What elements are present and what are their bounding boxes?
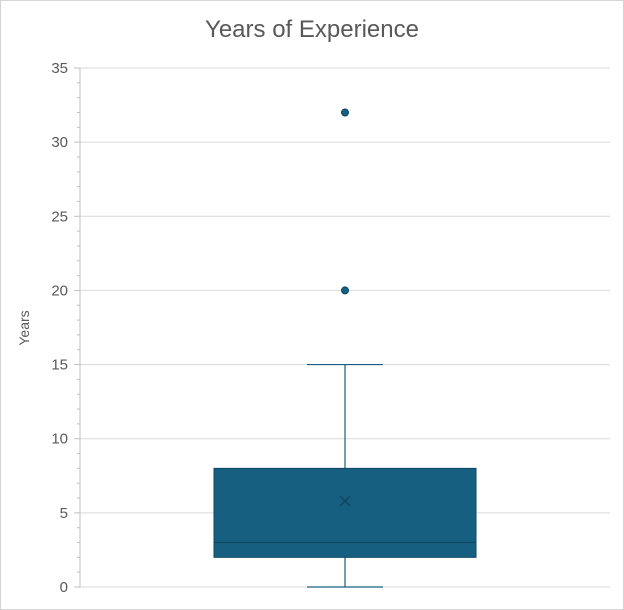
plot-area — [213, 108, 477, 588]
y-tick-label: 0 — [60, 579, 68, 596]
iqr-box — [213, 467, 477, 558]
y-tick-label: 20 — [51, 282, 68, 299]
y-tick-label: 15 — [51, 357, 68, 374]
outlier-point — [341, 108, 349, 117]
y-tick-label: 5 — [60, 505, 68, 522]
y-tick-label: 25 — [51, 208, 68, 225]
mean-marker — [339, 495, 351, 507]
y-tick-label: 35 — [51, 60, 68, 77]
outlier-point — [341, 286, 349, 295]
y-tick-label: 30 — [51, 134, 68, 151]
chart-title: Years of Experience — [205, 16, 419, 43]
y-tick-label: 10 — [51, 431, 68, 448]
y-axis-label: Years — [16, 310, 32, 345]
y-axis: 0 5 10 15 20 25 30 35 — [51, 60, 81, 596]
